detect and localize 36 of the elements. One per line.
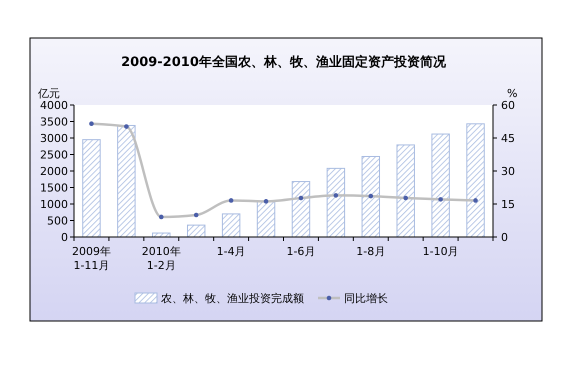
y2-tick-label: 15 [501, 198, 515, 211]
y-tick-label: 3500 [40, 115, 68, 128]
bar [186, 224, 206, 238]
x-tick-label: 1-6月 [286, 245, 316, 258]
y-tick-label: 3000 [40, 132, 68, 145]
y-tick-label: 1000 [40, 198, 68, 211]
bar [396, 144, 415, 238]
bar [326, 168, 346, 238]
chart-title: 2009-2010年全国农、林、牧、渔业固定资产投资简况 [121, 54, 447, 70]
y-tick-label: 2000 [40, 164, 68, 178]
bar [431, 134, 450, 238]
bar [362, 156, 380, 238]
x-tick-label: 1-8月 [356, 245, 386, 258]
legend-label: 同比增长 [344, 292, 388, 305]
x-tick-label: 2010年 1-2月 [142, 245, 181, 272]
y-tick-label: 1500 [40, 181, 68, 194]
x-tick-label: 1-10月 [422, 245, 459, 258]
bar [466, 123, 485, 238]
y2-tick-label: 0 [501, 230, 508, 244]
y2-axis-title: % [507, 87, 518, 100]
x-tick-label: 1-4月 [216, 245, 246, 258]
y-axis-title: 亿元 [37, 87, 60, 100]
bar [222, 213, 240, 238]
y-tick-label: 500 [47, 214, 68, 228]
y-tick-label: 0 [61, 230, 68, 244]
y2-tick-label: 45 [501, 132, 515, 145]
bar [117, 124, 136, 238]
y2-tick-label: 60 [501, 98, 515, 112]
y-tick-label: 2500 [40, 148, 68, 162]
legend-label: 农、林、牧、渔业投资完成额 [161, 292, 304, 305]
y-tick-label: 4000 [40, 98, 68, 112]
bar [292, 181, 310, 238]
y2-tick-label: 30 [501, 164, 515, 178]
bar [256, 200, 276, 238]
bar [82, 139, 101, 238]
x-tick-label: 2009年 1-11月 [72, 245, 111, 272]
